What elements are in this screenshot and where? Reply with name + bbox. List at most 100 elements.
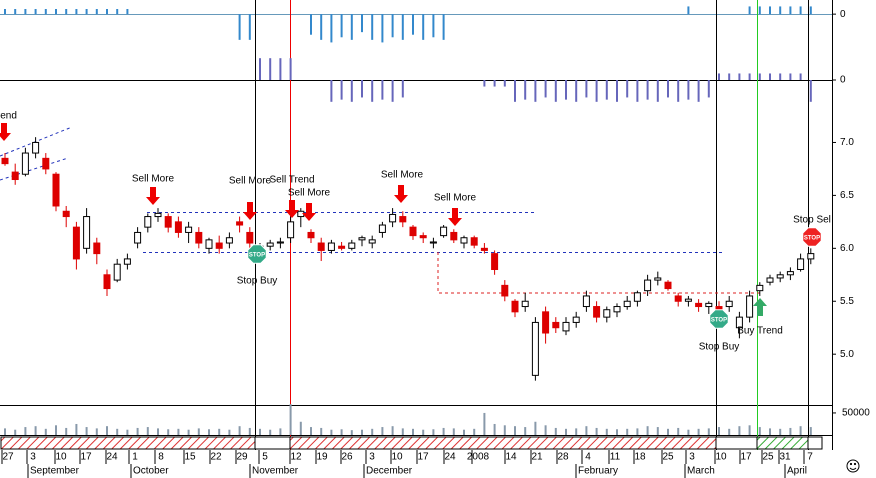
date-strip (0, 436, 823, 450)
month-label: December (366, 466, 413, 477)
candle-body (42, 157, 50, 170)
stop-icon (247, 244, 267, 264)
candle-body (603, 309, 611, 318)
sell-arrow (0, 123, 11, 141)
stop-icon (709, 309, 729, 329)
annotation-label: Sell More (381, 170, 424, 181)
candle-body (307, 231, 315, 239)
stop-icon-text: STOP (804, 236, 820, 242)
annotation-label: Sell Trend (269, 175, 314, 186)
stop-icon (802, 227, 822, 247)
month-label: November (252, 466, 299, 477)
x-tick-label: 21 (531, 452, 543, 463)
y-tick-label: 5.0 (840, 349, 854, 360)
candle-body (236, 221, 244, 226)
candle-body (52, 173, 60, 207)
candle-body (429, 241, 437, 244)
month-label: October (133, 466, 169, 477)
candle-body (797, 258, 805, 270)
month-label: February (578, 466, 618, 477)
candle-body (460, 237, 468, 244)
x-tick-label: 7 (807, 452, 813, 463)
annotation-label: Stop Buy (699, 342, 740, 353)
annotation-label: Trend (0, 111, 17, 122)
x-tick-label: 22 (210, 452, 222, 463)
x-tick-label: 11 (610, 452, 621, 463)
candle-body (735, 316, 743, 329)
candle-body (644, 279, 652, 292)
x-tick-label: 31 (779, 452, 791, 463)
x-tick-label: 25 (762, 452, 774, 463)
candle-body (511, 300, 519, 313)
candle-body (276, 241, 284, 244)
candle-body (134, 231, 142, 244)
x-tick-label: 8 (158, 452, 164, 463)
candle-body (705, 302, 713, 308)
candle-body (623, 300, 631, 308)
candle-body (164, 216, 172, 228)
candle-body (552, 321, 560, 329)
candle-body (786, 271, 794, 276)
candle-body (327, 242, 335, 251)
stop-icon-text: STOP (249, 253, 265, 259)
sell-arrow (394, 185, 408, 203)
stop-icon-text: STOP (711, 318, 727, 324)
candle-body (521, 300, 529, 308)
x-tick-label: 17 (417, 452, 429, 463)
candle-body (582, 295, 590, 308)
candle-body (419, 235, 427, 239)
candle-body (195, 231, 203, 244)
candle-body (103, 274, 111, 290)
x-tick-label: 3 (689, 452, 695, 463)
sell-arrow (285, 200, 299, 218)
x-tick-label: 17 (740, 452, 752, 463)
month-label: April (787, 466, 807, 477)
x-tick-label: 3 (30, 452, 36, 463)
y-tick-label: 0 (840, 9, 846, 20)
x-tick-label: 10 (715, 452, 727, 463)
frame (0, 0, 833, 450)
x-tick-label: 25 (662, 452, 674, 463)
candle-body (725, 300, 733, 308)
candle-body (572, 316, 580, 323)
y-tick-label: 50000 (842, 408, 870, 419)
x-tick-label: 10 (391, 452, 403, 463)
candle-body (664, 281, 672, 290)
y-tick-label: 7.0 (840, 137, 854, 148)
candle-body (684, 298, 692, 302)
x-tick-label: 1 (132, 452, 138, 463)
candle-body (633, 292, 641, 302)
annotation-label: Sell More (132, 174, 175, 185)
x-tick-label: 24 (106, 452, 118, 463)
candle-body (695, 302, 703, 308)
candle-body (776, 274, 784, 279)
candle-body (317, 242, 325, 251)
candle-body (399, 216, 407, 223)
sell-arrow (243, 202, 257, 220)
x-tick-label: 5 (262, 452, 268, 463)
candle-body (562, 321, 570, 332)
y-tick-label: 0 (840, 75, 846, 86)
candle-body (593, 306, 601, 318)
annotation-label: Sell More (434, 193, 477, 204)
candle-body (83, 216, 91, 249)
candle-body (491, 253, 499, 270)
candle-body (32, 141, 40, 154)
candle-body (21, 152, 29, 175)
y-tick-label: 6.0 (840, 243, 854, 254)
candle-body (358, 237, 366, 241)
candle-body (440, 226, 448, 237)
candle-body (246, 231, 254, 244)
candle-body (154, 212, 162, 218)
candle-body (542, 311, 550, 334)
annotation-label: Stop Buy (237, 276, 278, 287)
candle-body (378, 224, 386, 233)
annotation-label: Sell More (229, 176, 272, 187)
candle-body (766, 277, 774, 283)
candle-body (756, 284, 764, 292)
candle-body (807, 253, 815, 260)
candle-body (185, 226, 193, 233)
annotation-label: Sell More (288, 188, 331, 199)
annotation-label: Buy Trend (737, 326, 783, 337)
